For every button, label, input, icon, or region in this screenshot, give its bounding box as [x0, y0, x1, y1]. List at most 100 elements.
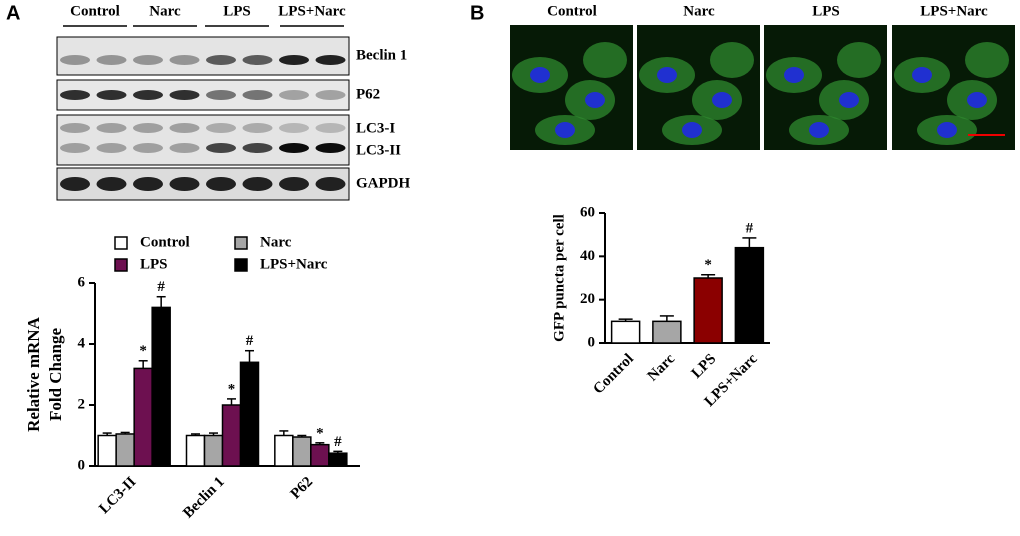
band-label: Beclin 1 — [356, 47, 407, 63]
band — [242, 55, 273, 65]
image-title: LPS — [812, 3, 840, 19]
x-tick-label: Narc — [645, 351, 679, 385]
band-label: GAPDH — [356, 175, 410, 191]
band — [60, 123, 90, 133]
bar — [151, 306, 171, 467]
band — [315, 55, 346, 65]
y-tick-label: 40 — [580, 248, 595, 264]
band — [315, 123, 346, 133]
significance-mark: # — [157, 279, 165, 295]
bar — [133, 367, 153, 467]
band — [60, 55, 90, 65]
significance-mark: * — [316, 425, 324, 441]
nucleus — [784, 67, 804, 83]
band — [60, 90, 90, 100]
band — [133, 123, 163, 133]
legend-swatch — [234, 258, 248, 272]
band-label: LC3-II — [356, 142, 401, 158]
nucleus — [555, 122, 575, 138]
significance-mark: # — [334, 434, 342, 450]
band — [242, 143, 273, 153]
band — [279, 177, 309, 191]
band — [133, 143, 163, 153]
significance-mark: * — [139, 343, 147, 359]
band — [169, 177, 200, 191]
lane-label: LPS+Narc — [278, 3, 346, 19]
band — [315, 90, 346, 100]
panel-label: A — [6, 2, 20, 24]
x-tick-label: P62 — [288, 474, 316, 502]
bar — [310, 443, 330, 467]
band — [315, 177, 346, 191]
bar — [115, 433, 135, 467]
bar — [652, 320, 682, 344]
nucleus — [712, 92, 732, 108]
image-title: Narc — [683, 3, 715, 19]
legend-swatch — [114, 258, 128, 272]
nucleus — [530, 67, 550, 83]
y-tick-label: 6 — [78, 274, 86, 290]
band — [279, 123, 309, 133]
band — [60, 143, 90, 153]
bar — [610, 320, 641, 344]
band — [169, 143, 200, 153]
nucleus — [809, 122, 829, 138]
bar — [734, 246, 765, 344]
band-label: LC3-I — [356, 120, 395, 136]
band — [133, 90, 163, 100]
bar — [239, 361, 260, 467]
lane-label: Control — [70, 3, 120, 19]
legend-swatch — [114, 236, 128, 250]
band — [60, 177, 90, 191]
band — [242, 177, 273, 191]
y-tick-label: 20 — [580, 291, 595, 307]
nucleus — [839, 92, 859, 108]
y-tick-label: 2 — [78, 396, 86, 412]
significance-mark: * — [704, 257, 712, 273]
legend-label: LPS+Narc — [260, 256, 328, 272]
cell — [965, 42, 1009, 78]
band-label: P62 — [356, 86, 380, 102]
bar — [292, 436, 312, 467]
x-tick-label: LC3-II — [96, 474, 139, 517]
band — [242, 123, 273, 133]
band — [169, 55, 200, 65]
y-tick-label: 60 — [580, 204, 595, 220]
nucleus — [937, 122, 957, 138]
y-axis-label: Relative mRNA — [24, 316, 43, 431]
band — [206, 143, 236, 153]
blot-strip — [56, 36, 350, 76]
band — [206, 123, 236, 133]
band — [133, 177, 163, 191]
y-axis-label: Fold Change — [46, 328, 65, 421]
cell — [583, 42, 627, 78]
band — [206, 90, 236, 100]
significance-mark: # — [246, 333, 254, 349]
band — [96, 177, 127, 191]
x-tick-label: LPS — [689, 351, 720, 382]
lane-label: LPS — [223, 3, 251, 19]
micrograph — [764, 25, 887, 150]
band — [169, 123, 200, 133]
band — [96, 90, 127, 100]
band — [242, 90, 273, 100]
legend-label: Control — [140, 234, 190, 250]
band — [96, 143, 127, 153]
bar — [328, 452, 348, 467]
band — [206, 55, 236, 65]
x-tick-label: Control — [590, 351, 636, 397]
y-tick-label: 4 — [78, 335, 86, 351]
bar — [97, 434, 117, 467]
panel-label: B — [470, 2, 484, 24]
significance-mark: * — [228, 381, 236, 397]
band — [279, 55, 309, 65]
bar — [693, 277, 723, 344]
legend-swatch — [234, 236, 248, 250]
significance-mark: # — [746, 220, 754, 236]
nucleus — [585, 92, 605, 108]
band — [206, 177, 236, 191]
band — [315, 143, 346, 153]
image-title: LPS+Narc — [920, 3, 988, 19]
nucleus — [682, 122, 702, 138]
